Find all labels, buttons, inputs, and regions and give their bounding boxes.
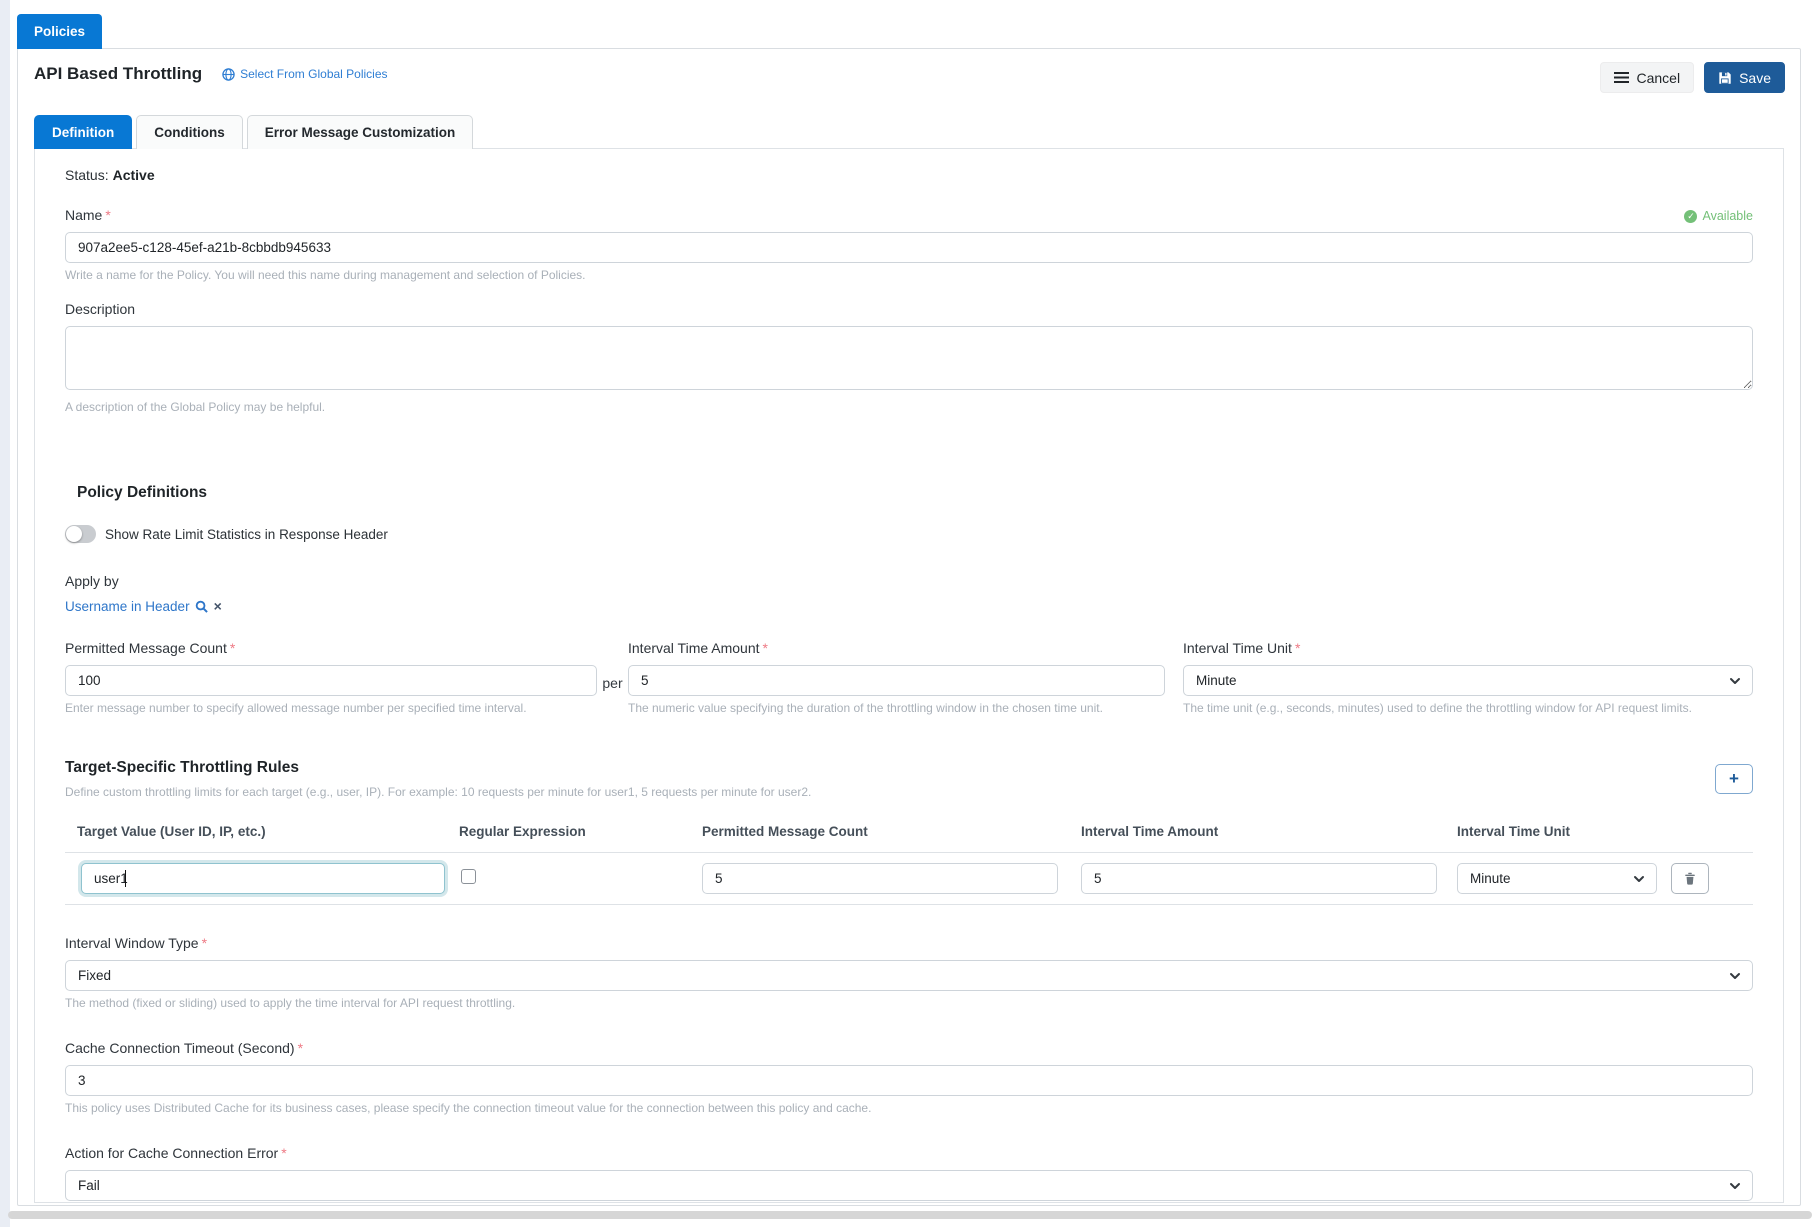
check-circle-icon: ✓	[1684, 209, 1698, 223]
list-icon	[1614, 72, 1630, 83]
description-help: A description of the Global Policy may b…	[65, 400, 326, 414]
policy-definitions-heading: Policy Definitions	[77, 484, 208, 501]
page-title: API Based Throttling	[34, 64, 203, 83]
horizontal-scrollbar[interactable]	[8, 1211, 1812, 1219]
target-rules-heading: Target-Specific Throttling Rules	[65, 759, 299, 776]
status-value: Active	[112, 167, 155, 183]
column-permitted-message-count: Permitted Message Count	[702, 824, 868, 839]
tab-error-message-customization[interactable]: Error Message Customization	[246, 115, 474, 149]
cache-connection-timeout-label: Cache Connection Timeout (Second)	[65, 1040, 295, 1056]
magnifier-icon[interactable]	[195, 600, 208, 613]
row-permitted-message-count-input[interactable]	[702, 863, 1058, 894]
target-rules-table: Target Value (User ID, IP, etc.) Regular…	[65, 815, 1753, 905]
interval-time-unit-help: The time unit (e.g., seconds, minutes) u…	[1183, 701, 1692, 715]
interval-time-unit-label: Interval Time Unit	[1183, 640, 1292, 656]
row-interval-time-unit-select[interactable]: Minute	[1457, 863, 1657, 894]
tab-definition[interactable]: Definition	[34, 115, 133, 149]
cache-connection-timeout-input[interactable]	[65, 1065, 1753, 1096]
cancel-button[interactable]: Cancel	[1600, 62, 1695, 93]
interval-time-unit-field: Interval Time Unit * Minute The time unit…	[1183, 640, 1753, 715]
regular-expression-checkbox[interactable]	[461, 868, 476, 884]
select-from-global-policies-link[interactable]: Select From Global Policies	[222, 67, 388, 81]
rate-limit-toggle-label: Show Rate Limit Statistics in Response H…	[105, 526, 388, 542]
apply-by-item[interactable]: Username in Header ×	[65, 598, 222, 614]
cache-connection-timeout-field: Cache Connection Timeout (Second)* This …	[65, 1040, 1753, 1115]
select-from-global-policies-label: Select From Global Policies	[240, 67, 388, 81]
globe-icon	[222, 67, 235, 81]
target-rules-help: Define custom throttling limits for each…	[65, 785, 812, 799]
interval-window-type-help: The method (fixed or sliding) used to ap…	[65, 996, 516, 1010]
page-left-gutter	[0, 0, 10, 1227]
interval-window-type-label: Interval Window Type	[65, 935, 199, 951]
rate-limit-toggle-row: Show Rate Limit Statistics in Response H…	[65, 525, 1753, 543]
rate-limit-toggle[interactable]	[65, 525, 96, 543]
column-target-value: Target Value (User ID, IP, etc.)	[77, 824, 266, 839]
required-asterisk: *	[1294, 640, 1301, 656]
target-value-input[interactable]	[81, 863, 445, 894]
required-asterisk: *	[229, 640, 236, 656]
interval-window-type-field: Interval Window Type * Fixed The method (…	[65, 935, 1753, 1010]
save-button[interactable]: Save	[1704, 62, 1785, 93]
column-interval-time-amount: Interval Time Amount	[1081, 824, 1219, 839]
tab-policies[interactable]: Policies	[17, 14, 103, 49]
save-button-label: Save	[1739, 69, 1771, 86]
delete-row-button[interactable]	[1671, 863, 1709, 894]
description-label: Description	[65, 301, 136, 317]
name-label: Name	[65, 207, 103, 223]
status-line: Status: Active	[65, 167, 1753, 183]
card-header: API Based Throttling Select From Global …	[18, 49, 1800, 93]
apply-by-value: Username in Header	[65, 598, 190, 614]
policies-card: Policies API Based Throttling Select Fro…	[17, 14, 1801, 1206]
required-asterisk: *	[281, 1145, 287, 1161]
remove-apply-by-icon[interactable]: ×	[213, 598, 222, 614]
permitted-message-count-input[interactable]	[65, 665, 597, 696]
definition-panel: Status:Active Name* ✓ Available Write a …	[34, 148, 1784, 1203]
availability-label: Available	[1702, 209, 1753, 223]
per-label: per	[602, 675, 623, 691]
save-icon	[1719, 71, 1731, 84]
required-asterisk: *	[201, 935, 208, 951]
action-for-cache-error-field: Action for Cache Connection Error * Fail …	[65, 1145, 1753, 1202]
interval-time-unit-select[interactable]: Minute	[1183, 665, 1753, 696]
text-cursor	[125, 870, 126, 887]
required-asterisk: *	[762, 640, 768, 656]
definition-tabbar: Definition Conditions Error Message Cust…	[34, 115, 1784, 149]
column-regular-expression: Regular Expression	[459, 824, 586, 839]
target-rules-section: Target-Specific Throttling Rules Define …	[65, 759, 1753, 905]
trash-icon	[1685, 872, 1695, 885]
permitted-message-count-help: Enter message number to specify allowed …	[65, 701, 527, 715]
name-input[interactable]	[65, 232, 1753, 263]
tab-conditions[interactable]: Conditions	[136, 115, 243, 149]
target-rules-table-header: Target Value (User ID, IP, etc.) Regular…	[65, 815, 1753, 853]
cache-connection-timeout-help: This policy uses Distributed Cache for i…	[65, 1101, 872, 1115]
tab-policies-label: Policies	[34, 24, 86, 39]
interval-time-amount-field: Interval Time Amount* The numeric value …	[628, 640, 1165, 715]
name-help: Write a name for the Policy. You will ne…	[65, 268, 586, 282]
toggle-knob	[66, 526, 82, 542]
interval-time-amount-help: The numeric value specifying the duratio…	[628, 701, 1103, 715]
name-field: Name* ✓ Available Write a name for the P…	[65, 207, 1753, 282]
table-row: Minute	[65, 853, 1753, 905]
interval-time-amount-label: Interval Time Amount	[628, 640, 760, 656]
required-asterisk: *	[297, 1040, 304, 1056]
column-interval-time-unit: Interval Time Unit	[1457, 824, 1571, 839]
action-for-cache-error-label: Action for Cache Connection Error	[65, 1145, 279, 1161]
description-field: Description A description of the Global …	[65, 301, 1753, 414]
row-interval-time-amount-input[interactable]	[1081, 863, 1437, 894]
permitted-message-count-field: Permitted Message Count* Enter message n…	[65, 640, 597, 715]
throttle-settings-row: Permitted Message Count* Enter message n…	[65, 640, 1753, 715]
availability-badge: ✓ Available	[1684, 209, 1753, 223]
add-target-rule-button[interactable]: +	[1715, 764, 1753, 794]
description-textarea[interactable]	[65, 326, 1753, 390]
apply-by-label: Apply by	[65, 573, 119, 589]
status-label: Status:	[65, 167, 109, 183]
interval-window-type-select[interactable]: Fixed	[65, 960, 1753, 991]
action-for-cache-error-select[interactable]: Fail	[65, 1170, 1753, 1201]
interval-time-amount-input[interactable]	[628, 665, 1165, 696]
cancel-button-label: Cancel	[1636, 69, 1681, 86]
required-asterisk: *	[105, 207, 111, 223]
permitted-message-count-label: Permitted Message Count	[65, 640, 227, 656]
